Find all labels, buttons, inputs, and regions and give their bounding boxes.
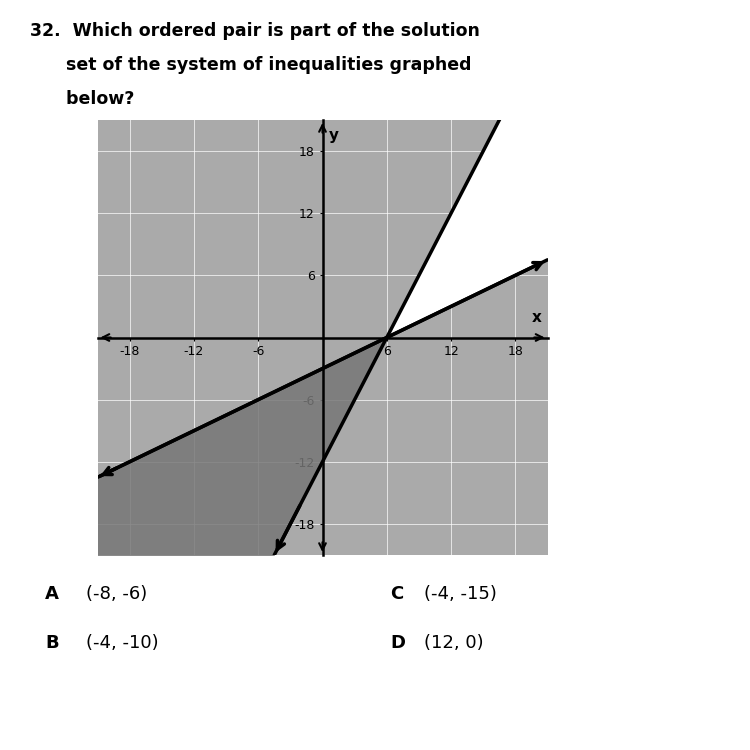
Text: y: y [329, 128, 339, 143]
Text: (-4, -10): (-4, -10) [86, 634, 159, 652]
Text: 32.  Which ordered pair is part of the solution: 32. Which ordered pair is part of the so… [30, 22, 480, 40]
Text: (-8, -6): (-8, -6) [86, 585, 148, 603]
Text: (-4, -15): (-4, -15) [424, 585, 496, 603]
Text: (12, 0): (12, 0) [424, 634, 483, 652]
Text: set of the system of inequalities graphed: set of the system of inequalities graphe… [30, 56, 472, 74]
Text: A: A [45, 585, 58, 603]
Text: C: C [390, 585, 404, 603]
Text: D: D [390, 634, 405, 652]
Text: x: x [532, 310, 542, 325]
Text: B: B [45, 634, 58, 652]
Text: below?: below? [30, 90, 134, 108]
